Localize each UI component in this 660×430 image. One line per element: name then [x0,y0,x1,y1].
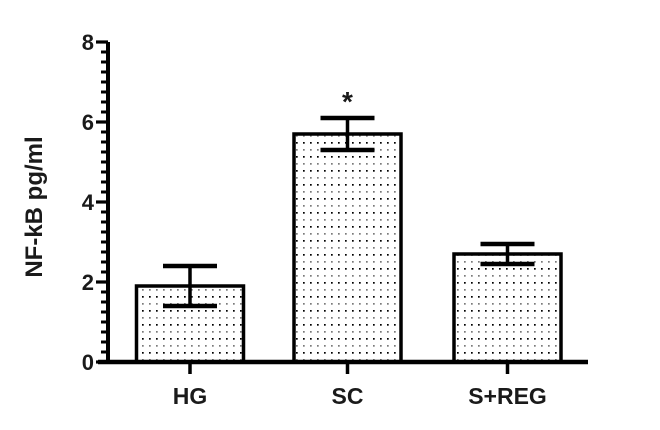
y-tick-label-0: 0 [82,350,94,375]
significance-marker-sc: * [342,86,353,117]
x-label-sc: SC [332,383,364,409]
y-tick-label-4: 4 [82,190,95,215]
y-tick-label-2: 2 [82,270,94,295]
x-label-s-reg: S+REG [468,383,547,409]
x-label-hg: HG [173,383,208,409]
bar-sc [292,132,403,364]
plot-area: HG SC * S+REG 0 2 4 6 8 [82,30,588,409]
y-tick-label-8: 8 [82,30,94,55]
y-axis-title: NF-kB pg/ml [21,136,48,277]
bar-s-reg [452,252,563,364]
y-tick-label-6: 6 [82,110,94,135]
